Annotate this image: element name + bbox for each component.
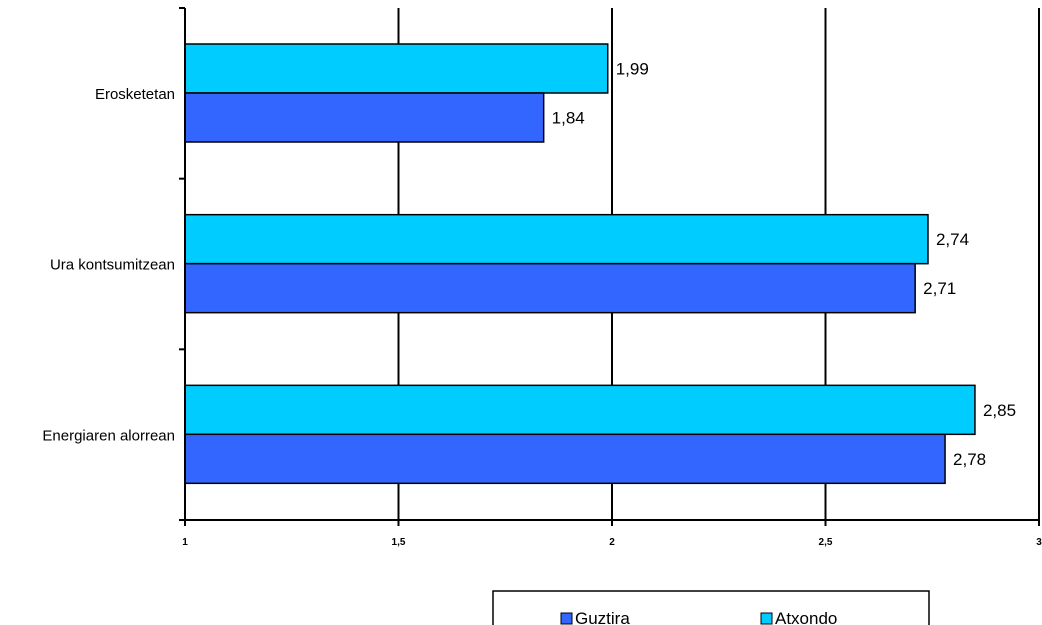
legend-label-atxondo: Atxondo xyxy=(775,609,837,625)
bar-guztira-2 xyxy=(184,433,946,485)
x-tick-label: 3 xyxy=(1036,537,1042,548)
legend-swatch-atxondo xyxy=(760,612,773,625)
data-label: 2,85 xyxy=(983,401,1016,420)
category-label: Energiaren alorrean xyxy=(42,427,175,444)
category-labels: Erosketetan Ura kontsumitzean Energiaren a… xyxy=(42,86,175,444)
bar-atxondo-0 xyxy=(184,43,609,94)
axes xyxy=(179,7,1040,526)
tick-labels: 1 1,5 2 2,5 3 xyxy=(182,537,1042,548)
data-label: 1,99 xyxy=(616,60,649,79)
x-tick-label: 2 xyxy=(609,537,615,548)
legend: Guztira Atxondo xyxy=(492,590,930,625)
data-label: 2,74 xyxy=(936,230,969,249)
data-label: 2,78 xyxy=(953,450,986,469)
bar-atxondo-1 xyxy=(184,213,929,265)
bars xyxy=(184,43,976,485)
legend-box xyxy=(492,590,930,625)
bar-atxondo-2 xyxy=(184,384,976,436)
data-label: 2,71 xyxy=(923,279,956,298)
bar-guztira-1 xyxy=(184,262,916,314)
data-labels: 1,99 1,84 2,74 2,71 2,85 2,78 xyxy=(552,60,1016,469)
x-tick-label: 1,5 xyxy=(392,537,406,548)
bar-guztira-0 xyxy=(184,92,545,143)
category-label: Erosketetan xyxy=(95,86,175,103)
legend-swatch-guztira xyxy=(560,612,573,625)
legend-label-guztira: Guztira xyxy=(575,609,630,625)
x-tick-label: 1 xyxy=(182,537,188,548)
x-tick-label: 2,5 xyxy=(819,537,833,548)
data-label: 1,84 xyxy=(552,109,585,128)
category-label: Ura kontsumitzean xyxy=(50,257,175,274)
